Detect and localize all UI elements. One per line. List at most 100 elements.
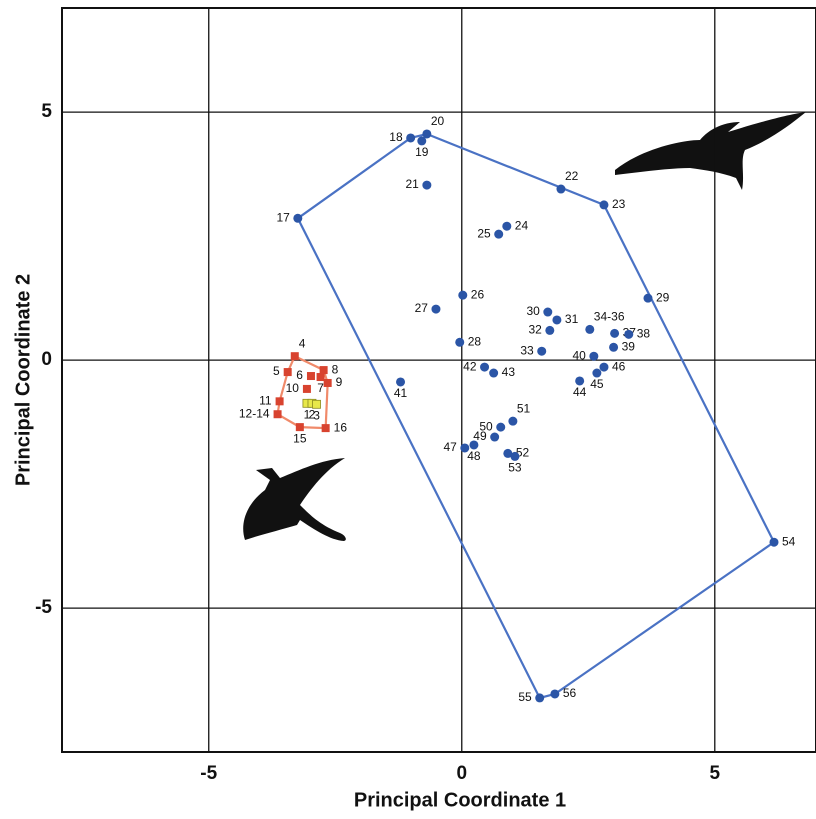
point bbox=[406, 133, 415, 142]
point bbox=[552, 315, 561, 324]
point bbox=[307, 372, 315, 380]
point-label: 7 bbox=[317, 381, 324, 395]
x-tick-label: 5 bbox=[710, 763, 721, 784]
y-tick-label: 0 bbox=[41, 349, 52, 370]
convex-hull bbox=[298, 134, 774, 698]
point-label: 38 bbox=[637, 327, 651, 341]
point-label: 9 bbox=[336, 375, 343, 389]
point-label: 16 bbox=[334, 420, 348, 434]
point bbox=[545, 326, 554, 335]
point bbox=[458, 291, 467, 300]
y-tick-label: -5 bbox=[35, 597, 52, 618]
point bbox=[624, 330, 633, 339]
point bbox=[537, 347, 546, 356]
point-label: 54 bbox=[782, 534, 796, 548]
point bbox=[502, 222, 511, 231]
point-label: 41 bbox=[394, 386, 408, 400]
point bbox=[303, 385, 311, 393]
point-label: 3 bbox=[313, 408, 320, 422]
point bbox=[293, 214, 302, 223]
point-label: 18 bbox=[389, 130, 403, 144]
point-label: 27 bbox=[415, 301, 429, 315]
point-label: 55 bbox=[518, 690, 532, 704]
point bbox=[609, 343, 618, 352]
chart: Principal Coordinate 1 Principal Coordin… bbox=[0, 0, 816, 819]
point-label: 22 bbox=[565, 169, 579, 183]
point bbox=[296, 423, 304, 431]
point-label: 48 bbox=[467, 449, 481, 463]
silhouette-rhamphorhynchoid bbox=[243, 458, 346, 541]
point-label: 44 bbox=[573, 385, 587, 399]
point bbox=[480, 363, 489, 372]
point bbox=[510, 452, 519, 461]
point bbox=[431, 305, 440, 314]
point-label: 19 bbox=[415, 145, 429, 159]
point bbox=[494, 230, 503, 239]
point-label: 46 bbox=[612, 359, 626, 373]
point-label: 30 bbox=[526, 304, 540, 318]
point-label: 51 bbox=[517, 401, 531, 415]
point bbox=[585, 325, 594, 334]
point bbox=[599, 200, 608, 209]
point bbox=[324, 379, 332, 387]
x-axis-title: Principal Coordinate 1 bbox=[354, 789, 566, 811]
x-tick-label: 0 bbox=[456, 763, 467, 784]
point-label: 12-14 bbox=[239, 406, 270, 420]
point-label: 40 bbox=[572, 348, 586, 362]
point-label: 20 bbox=[431, 114, 445, 128]
x-tick-label: -5 bbox=[200, 763, 217, 784]
point-label: 4 bbox=[299, 336, 306, 350]
point bbox=[276, 397, 284, 405]
y-tick-label: 5 bbox=[41, 101, 52, 122]
point-label: 56 bbox=[563, 686, 577, 700]
point bbox=[589, 352, 598, 361]
point-label: 31 bbox=[565, 312, 579, 326]
point bbox=[489, 369, 498, 378]
point-label: 26 bbox=[471, 287, 485, 301]
point bbox=[599, 363, 608, 372]
point-label: 39 bbox=[622, 339, 636, 353]
point bbox=[496, 423, 505, 432]
point bbox=[508, 417, 517, 426]
point bbox=[535, 693, 544, 702]
point bbox=[320, 366, 328, 374]
point bbox=[422, 129, 431, 138]
point bbox=[291, 352, 299, 360]
point bbox=[550, 689, 559, 698]
point bbox=[769, 538, 778, 547]
point-label: 10 bbox=[286, 381, 300, 395]
point-label: 24 bbox=[515, 218, 529, 232]
point-label: 53 bbox=[508, 461, 522, 475]
point bbox=[317, 373, 325, 381]
point-label: 33 bbox=[520, 343, 534, 357]
point-label: 5 bbox=[273, 364, 280, 378]
point-label: 32 bbox=[528, 323, 542, 337]
point bbox=[643, 294, 652, 303]
page: Principal Coordinate 1 Principal Coordin… bbox=[0, 0, 816, 819]
point bbox=[396, 377, 405, 386]
point-label: 23 bbox=[612, 197, 626, 211]
point bbox=[274, 410, 282, 418]
point-label: 42 bbox=[463, 359, 477, 373]
point-label: 21 bbox=[405, 177, 419, 191]
point bbox=[313, 400, 321, 408]
point-label: 15 bbox=[293, 431, 307, 445]
point bbox=[422, 181, 431, 190]
point bbox=[592, 369, 601, 378]
point-label: 17 bbox=[276, 210, 290, 224]
point-label: 11 bbox=[259, 393, 272, 407]
point bbox=[575, 376, 584, 385]
point-label: 28 bbox=[468, 334, 482, 348]
point bbox=[284, 368, 292, 376]
point-label: 25 bbox=[477, 226, 491, 240]
point-label: 43 bbox=[502, 365, 516, 379]
point-label: 50 bbox=[479, 419, 493, 433]
y-axis-title: Principal Coordinate 2 bbox=[12, 274, 34, 486]
point-label: 34-36 bbox=[594, 310, 625, 324]
point bbox=[455, 338, 464, 347]
point-label: 29 bbox=[656, 290, 670, 304]
point-label: 45 bbox=[590, 377, 604, 391]
point bbox=[490, 433, 499, 442]
silhouette-pterodactyloid bbox=[615, 112, 806, 190]
point-label: 8 bbox=[332, 362, 339, 376]
